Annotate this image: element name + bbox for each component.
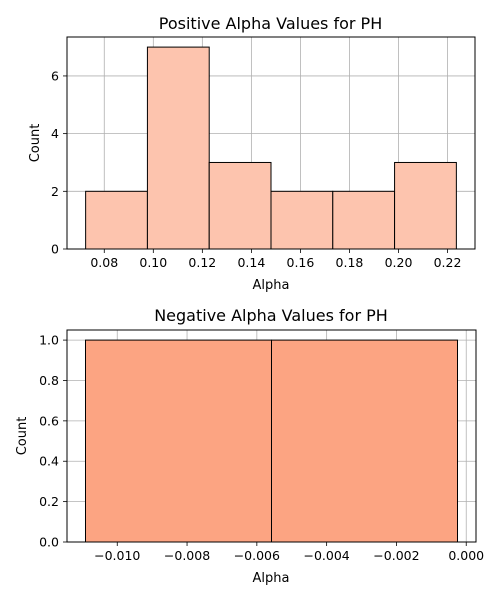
plot-frame xyxy=(66,329,477,543)
histogram-bar-2 xyxy=(208,161,272,250)
histogram-bar-1 xyxy=(271,339,459,543)
y-ticks: 0 2 4 6 xyxy=(51,68,67,257)
x-ticks: −0.010 −0.008 −0.006 −0.004 −0.002 0.000 xyxy=(94,542,484,563)
x-tick-label-7: 0.22 xyxy=(434,255,462,270)
x-tick-label-0: 0.08 xyxy=(90,255,118,270)
histogram-bar-1 xyxy=(146,46,210,250)
y-ticks: 0.0 0.2 0.4 0.6 0.8 1.0 xyxy=(39,333,67,550)
y-tick-label-1: 0.2 xyxy=(39,494,59,509)
x-tick-label-2: 0.12 xyxy=(188,255,216,270)
histogram-bar-4 xyxy=(332,190,396,250)
positive-alpha-chart: Positive Alpha Values for PH 0.08 0.10 0.1… xyxy=(28,14,476,293)
x-axis-label: Alpha xyxy=(253,278,290,293)
y-tick-label-4: 0.8 xyxy=(39,373,59,388)
x-tick-label-2: −0.006 xyxy=(234,548,280,563)
x-tick-label-1: 0.10 xyxy=(139,255,167,270)
y-tick-label-0: 0 xyxy=(51,242,59,257)
x-tick-label-4: −0.002 xyxy=(373,548,419,563)
bars xyxy=(84,339,459,543)
y-tick-label-0: 0.0 xyxy=(39,535,59,550)
y-tick-label-1: 2 xyxy=(51,184,59,199)
histogram-bar-3 xyxy=(270,190,334,250)
x-tick-label-5: 0.000 xyxy=(448,548,484,563)
y-axis-label: Count xyxy=(15,417,30,456)
x-tick-label-3: 0.14 xyxy=(237,255,265,270)
x-tick-label-3: −0.004 xyxy=(304,548,350,563)
chart-title: Positive Alpha Values for PH xyxy=(159,14,382,33)
plot-frame xyxy=(66,36,476,250)
y-tick-label-2: 0.4 xyxy=(39,454,59,469)
y-tick-label-5: 1.0 xyxy=(39,333,59,348)
negative-alpha-chart: Negative Alpha Values for PH −0.010 −0.00… xyxy=(15,306,484,586)
y-tick-label-3: 0.6 xyxy=(39,413,59,428)
x-tick-label-5: 0.18 xyxy=(336,255,364,270)
x-tick-label-0: −0.010 xyxy=(94,548,140,563)
chart-title: Negative Alpha Values for PH xyxy=(154,306,388,325)
bars xyxy=(85,46,457,250)
y-tick-label-2: 4 xyxy=(51,126,59,141)
y-axis-label: Count xyxy=(28,124,43,163)
histogram-bar-0 xyxy=(84,339,273,543)
x-tick-label-4: 0.16 xyxy=(287,255,315,270)
x-tick-label-1: −0.008 xyxy=(164,548,210,563)
x-ticks: 0.08 0.10 0.12 0.14 0.16 0.18 0.20 0.22 xyxy=(90,249,461,270)
x-tick-label-6: 0.20 xyxy=(385,255,413,270)
x-axis-label: Alpha xyxy=(253,571,290,586)
histogram-bar-5 xyxy=(394,161,457,250)
y-tick-label-3: 6 xyxy=(51,68,59,83)
histogram-bar-0 xyxy=(85,190,148,250)
